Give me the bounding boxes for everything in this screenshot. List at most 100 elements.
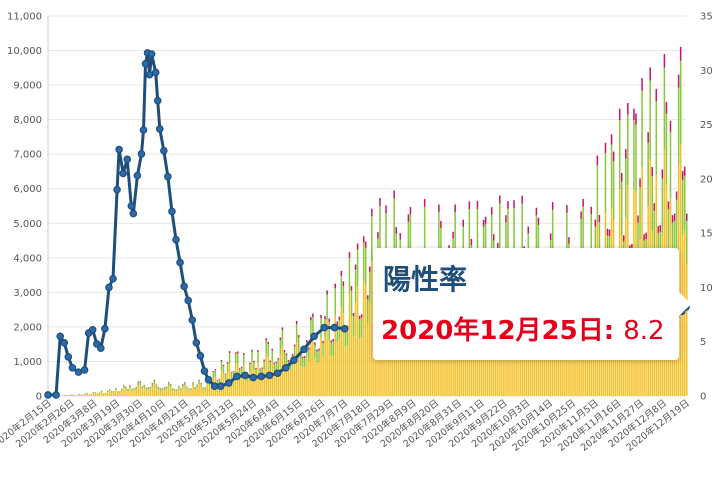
x-axis: 2020年2月15日2020年2月26日2020年3月8日2020年3月19日2… xyxy=(0,397,692,454)
positivity-point xyxy=(151,68,160,77)
bar-segment xyxy=(204,389,206,396)
bar-segment xyxy=(551,202,554,210)
bar-segment xyxy=(127,389,129,391)
positivity-point xyxy=(188,316,197,324)
bar-segment xyxy=(645,232,647,240)
bar-segment xyxy=(159,390,162,396)
bar-segment xyxy=(474,324,477,396)
bar-segment xyxy=(637,222,639,267)
positivity-point xyxy=(147,50,156,58)
bar-segment xyxy=(86,393,89,396)
bar-segment xyxy=(261,367,263,369)
bar-segment xyxy=(80,394,83,396)
bar-segment xyxy=(308,349,310,361)
bar-segment xyxy=(346,345,349,396)
bar-segment xyxy=(66,395,68,396)
bar-segment xyxy=(490,207,493,215)
bar-segment xyxy=(360,317,363,338)
bar-segment xyxy=(620,172,623,182)
bar-segment xyxy=(287,360,290,362)
bar-segment xyxy=(310,339,312,396)
bar-segment xyxy=(88,394,91,396)
bar-segment xyxy=(306,355,308,396)
bar-segment xyxy=(393,198,395,248)
bar-segment xyxy=(117,392,119,396)
bar-segment xyxy=(212,372,215,379)
positivity-point xyxy=(68,363,77,372)
bar-segment xyxy=(115,390,117,396)
bar-segment xyxy=(135,389,137,396)
bar-segment xyxy=(208,385,211,396)
bar-segment xyxy=(104,393,107,394)
bar-segment xyxy=(452,231,454,239)
bar-segment xyxy=(163,389,166,396)
bar-segment xyxy=(243,354,245,366)
bar-segment xyxy=(468,209,471,256)
bar-segment xyxy=(505,222,507,266)
bar-segment xyxy=(385,205,387,214)
bar-segment xyxy=(255,368,257,376)
y-axis-left: 0 1,000 2,000 3,000 4,000 5,000 6,000 7,000 8,00… xyxy=(7,12,42,403)
bar-segment xyxy=(316,349,318,352)
bar-segment xyxy=(275,363,278,372)
bar-segment xyxy=(318,350,320,362)
bar-segment xyxy=(336,342,339,396)
y-axis-right: 0 5 10 15 20 25 30 35 xyxy=(700,12,713,403)
bar-segment xyxy=(263,361,265,370)
bar-segment xyxy=(675,191,678,200)
y-left-tick-label: 3,000 xyxy=(13,288,42,299)
bar-segment xyxy=(155,385,158,388)
bar-segment xyxy=(267,343,269,357)
bar-segment xyxy=(348,292,351,396)
bar-segment xyxy=(336,321,339,325)
bar-segment xyxy=(328,340,330,396)
bar-segment xyxy=(490,214,493,261)
bar-segment xyxy=(200,383,202,387)
bar-segment xyxy=(257,362,259,396)
bar-segment xyxy=(238,369,241,377)
bar-segment xyxy=(102,393,105,395)
bar-segment xyxy=(198,384,200,396)
bar-segment xyxy=(356,249,359,287)
bar-segment xyxy=(417,326,420,396)
bar-segment xyxy=(155,387,158,396)
positivity-point xyxy=(155,125,164,133)
bar-segment xyxy=(608,229,611,237)
bar-segment xyxy=(281,327,284,331)
bar-segment xyxy=(147,387,150,390)
bar-segment xyxy=(348,252,351,258)
bar-segment xyxy=(454,212,456,259)
bar-segment xyxy=(121,390,123,396)
bar-segment xyxy=(123,388,125,396)
bar-segment xyxy=(330,342,332,356)
bar-segment xyxy=(663,54,666,68)
bar-segment xyxy=(301,358,304,368)
bar-segment xyxy=(604,142,607,153)
bar-segment xyxy=(350,286,353,291)
bar-segment xyxy=(472,325,475,396)
bar-segment xyxy=(379,197,381,206)
bar-segment xyxy=(100,392,103,396)
positivity-point xyxy=(184,296,192,305)
bar-segment xyxy=(228,351,231,353)
bar-segment xyxy=(297,335,300,338)
positivity-point xyxy=(192,338,201,347)
bar-segment xyxy=(94,392,97,394)
bar-segment xyxy=(86,392,89,394)
bar-segment xyxy=(649,80,651,160)
bar-segment xyxy=(328,321,330,341)
bar-segment xyxy=(358,319,361,339)
bar-segment xyxy=(358,315,361,320)
bar-segment xyxy=(679,60,682,145)
positivity-point xyxy=(133,171,142,180)
bar-segment xyxy=(649,67,651,81)
bar-segment xyxy=(78,394,81,396)
bar-segment xyxy=(220,361,223,371)
bar-segment xyxy=(580,218,582,264)
bar-segment xyxy=(293,346,296,359)
bar-segment xyxy=(590,206,593,215)
bar-segment xyxy=(352,336,355,396)
bar-segment xyxy=(297,352,300,396)
bar-segment xyxy=(340,270,343,276)
bar-segment xyxy=(232,371,235,373)
